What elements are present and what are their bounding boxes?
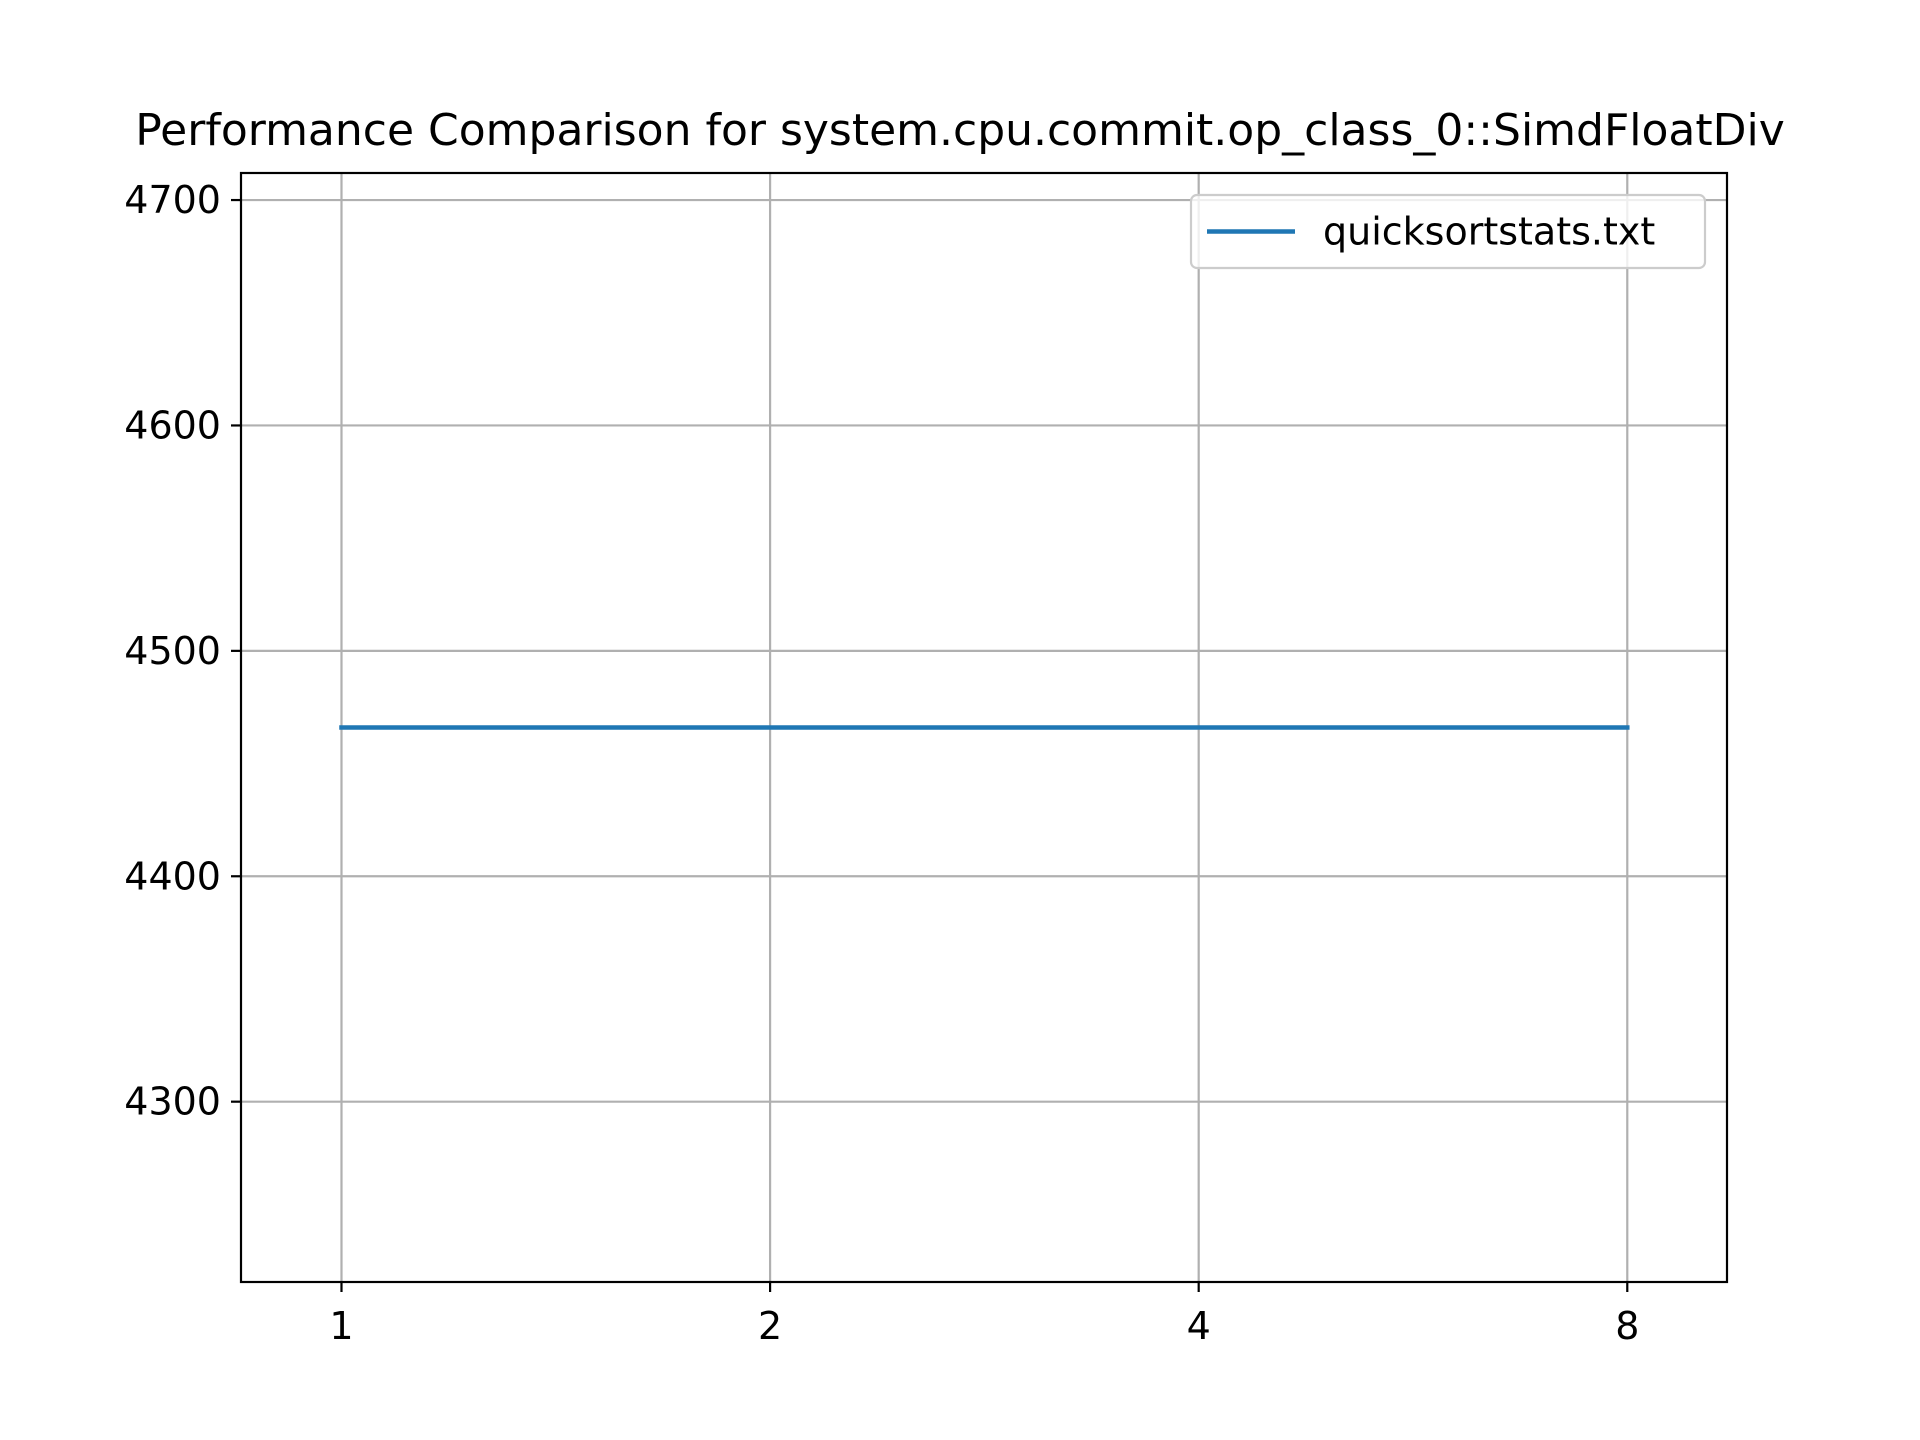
plot-frame [239,171,1729,1284]
legend-box [1189,193,1707,270]
x-tick-label: 4 [1187,1304,1211,1348]
y-tick-label: 4500 [124,629,221,673]
y-tick-label: 4300 [124,1080,221,1124]
x-tick-label: 2 [758,1304,782,1348]
y-tick-label: 4600 [124,403,221,447]
legend[interactable]: quicksortstats.txt [1189,193,1707,270]
ticks: 1 2 4 8 4300 4400 4500 4600 4700 [124,178,1639,1348]
y-tick-label: 4700 [124,178,221,222]
chart-title: Performance Comparison for system.cpu.co… [135,105,1785,156]
y-tick-label: 4400 [124,854,221,898]
x-tick-label: 8 [1615,1304,1639,1348]
x-tick-label: 1 [329,1304,353,1348]
legend-label: quicksortstats.txt [1323,210,1655,254]
